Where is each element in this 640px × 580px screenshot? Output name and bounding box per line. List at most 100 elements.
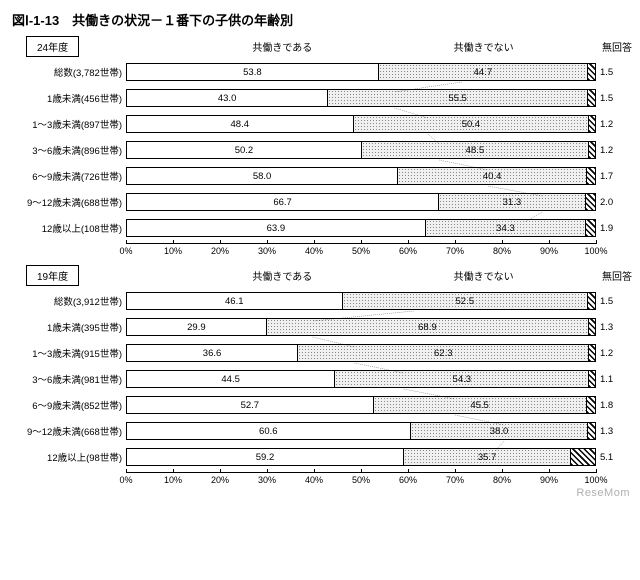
segment-no: 54.3	[335, 371, 589, 387]
na-value-label: 1.7	[600, 171, 626, 182]
row-label: 3～6歳未満(896世帯)	[8, 143, 126, 157]
row-label: 1～3歳未満(897世帯)	[8, 117, 126, 131]
row-label: 1歳未満(395世帯)	[8, 320, 126, 334]
chart-row: 6～9歳未満(726世帯)58.040.41.7	[126, 165, 596, 187]
segment-na	[588, 293, 595, 309]
chart-body: 総数(3,912世帯)46.152.51.51歳未満(395世帯)29.968.…	[8, 290, 632, 468]
axis-tick	[596, 469, 597, 473]
segment-na	[586, 220, 595, 236]
row-label: 1～3歳未満(915世帯)	[8, 346, 126, 360]
axis-tick	[361, 469, 362, 473]
segment-no: 40.4	[398, 168, 587, 184]
legend-na: 無回答	[602, 268, 632, 283]
row-label: 9～12歳未満(668世帯)	[8, 424, 126, 438]
bar-track: 58.040.4	[126, 167, 596, 185]
chart-row: 9～12歳未満(668世帯)60.638.01.3	[126, 420, 596, 442]
legend-na: 無回答	[602, 39, 632, 54]
segment-no: 55.5	[328, 90, 588, 106]
segment-yes: 63.9	[127, 220, 426, 236]
segment-no: 50.4	[354, 116, 590, 132]
row-label: 9～12歳未満(688世帯)	[8, 195, 126, 209]
chart-row: 1～3歳未満(915世帯)36.662.31.2	[126, 342, 596, 364]
chart-row: 6～9歳未満(852世帯)52.745.51.8	[126, 394, 596, 416]
segment-na	[571, 449, 595, 465]
axis-tick	[502, 240, 503, 244]
panel-header: 24年度共働きである共働きでない無回答	[8, 37, 632, 55]
na-value-label: 1.5	[600, 93, 626, 104]
row-label: 6～9歳未満(726世帯)	[8, 169, 126, 183]
watermark: ReseMom	[576, 487, 630, 499]
axis-tick	[267, 240, 268, 244]
segment-yes: 59.2	[127, 449, 404, 465]
axis-tick	[220, 469, 221, 473]
axis-tick	[549, 469, 550, 473]
chart-body: 総数(3,782世帯)53.844.71.51歳未満(456世帯)43.055.…	[8, 61, 632, 239]
bar-track: 66.731.3	[126, 193, 596, 211]
segment-na	[589, 371, 594, 387]
axis-tick-label: 60%	[399, 475, 417, 485]
na-value-label: 1.3	[600, 322, 626, 333]
chart-row: 9～12歳未満(688世帯)66.731.32.0	[126, 191, 596, 213]
axis-tick-label: 70%	[446, 246, 464, 256]
bar-track: 53.844.7	[126, 63, 596, 81]
chart-row: 総数(3,782世帯)53.844.71.5	[126, 61, 596, 83]
row-label: 総数(3,782世帯)	[8, 65, 126, 79]
axis-tick-label: 30%	[258, 475, 276, 485]
bar-track: 46.152.5	[126, 292, 596, 310]
chart-row: 3～6歳未満(981世帯)44.554.31.1	[126, 368, 596, 390]
segment-yes: 46.1	[127, 293, 343, 309]
axis-tick	[220, 240, 221, 244]
axis-tick	[267, 469, 268, 473]
segment-na	[586, 194, 595, 210]
axis-tick-label: 20%	[211, 475, 229, 485]
segment-no: 35.7	[404, 449, 571, 465]
axis-tick	[455, 469, 456, 473]
row-label: 12歳以上(98世帯)	[8, 450, 126, 464]
segment-yes: 53.8	[127, 64, 379, 80]
chart-row: 1歳未満(395世帯)29.968.91.3	[126, 316, 596, 338]
segment-yes: 36.6	[127, 345, 298, 361]
axis-tick-label: 80%	[493, 475, 511, 485]
row-label: 12歳以上(108世帯)	[8, 221, 126, 235]
segment-no: 38.0	[411, 423, 589, 439]
axis-tick	[314, 240, 315, 244]
row-label: 6～9歳未満(852世帯)	[8, 398, 126, 412]
axis-tick	[596, 240, 597, 244]
segment-yes: 48.4	[127, 116, 354, 132]
axis-tick-label: 10%	[164, 246, 182, 256]
legend-yes: 共働きである	[252, 268, 312, 283]
segment-no: 31.3	[439, 194, 585, 210]
na-value-label: 1.2	[600, 145, 626, 156]
segment-na	[588, 90, 595, 106]
segment-na	[589, 345, 595, 361]
bar-track: 36.662.3	[126, 344, 596, 362]
row-label: 総数(3,912世帯)	[8, 294, 126, 308]
na-value-label: 1.2	[600, 348, 626, 359]
segment-yes: 43.0	[127, 90, 328, 106]
na-value-label: 2.0	[600, 197, 626, 208]
segment-yes: 60.6	[127, 423, 411, 439]
axis-tick	[314, 469, 315, 473]
axis-tick-label: 40%	[305, 475, 323, 485]
year-label: 24年度	[26, 36, 79, 57]
segment-na	[589, 319, 595, 335]
legend-no: 共働きでない	[454, 39, 514, 54]
segment-na	[588, 423, 594, 439]
axis-tick	[549, 240, 550, 244]
axis-tick-label: 90%	[540, 246, 558, 256]
chart-row: 3～6歳未満(896世帯)50.248.51.2	[126, 139, 596, 161]
na-value-label: 1.5	[600, 67, 626, 78]
bar-track: 50.248.5	[126, 141, 596, 159]
axis-tick-label: 50%	[352, 246, 370, 256]
axis-tick-label: 70%	[446, 475, 464, 485]
segment-yes: 29.9	[127, 319, 267, 335]
row-label: 3～6歳未満(981世帯)	[8, 372, 126, 386]
axis-tick-label: 0%	[119, 475, 132, 485]
na-value-label: 5.1	[600, 452, 626, 463]
segment-na	[589, 116, 595, 132]
segment-na	[587, 397, 595, 413]
axis-tick	[173, 469, 174, 473]
axis-tick-label: 10%	[164, 475, 182, 485]
axis-tick	[455, 240, 456, 244]
na-value-label: 1.8	[600, 400, 626, 411]
